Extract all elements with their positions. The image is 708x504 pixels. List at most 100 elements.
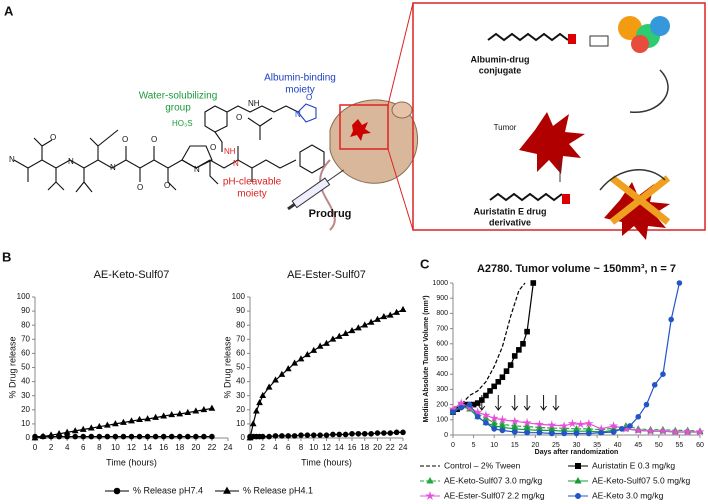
point xyxy=(144,415,151,422)
label: Water-solubilizing xyxy=(139,91,218,102)
point xyxy=(695,427,705,436)
x-axis-label: Time (hours) xyxy=(106,457,157,467)
y-tick-label: 50 xyxy=(21,363,30,372)
y-tick-label: 60 xyxy=(21,349,30,358)
y-tick-label: 20 xyxy=(236,405,245,414)
point xyxy=(510,416,520,426)
point xyxy=(559,421,569,430)
x-tick-label: 40 xyxy=(614,442,622,449)
legend-marker xyxy=(113,487,121,495)
point xyxy=(651,382,658,388)
point xyxy=(627,423,633,429)
point xyxy=(193,433,199,440)
point xyxy=(279,433,285,439)
y-tick-label: 90 xyxy=(21,306,30,315)
point xyxy=(635,413,642,420)
point xyxy=(400,429,406,436)
point xyxy=(285,433,292,439)
series-line xyxy=(452,282,680,435)
x-tick-label: 22 xyxy=(386,443,395,452)
x-tick-label: 10 xyxy=(309,443,318,452)
point xyxy=(524,429,530,436)
point xyxy=(184,433,191,440)
x-tick-label: 35 xyxy=(593,442,601,449)
x-tick-label: 24 xyxy=(399,443,408,452)
y-tick-label: 70 xyxy=(236,334,245,343)
point xyxy=(259,391,267,399)
point xyxy=(495,379,502,385)
atom: O xyxy=(164,181,170,190)
x-tick-label: 55 xyxy=(676,442,684,449)
point xyxy=(458,404,465,411)
point xyxy=(633,425,643,435)
atom: HO₃S xyxy=(172,119,193,128)
point xyxy=(381,430,387,436)
point xyxy=(374,430,381,436)
point xyxy=(618,426,625,432)
x-tick-label: 14 xyxy=(335,443,344,452)
point xyxy=(342,329,350,336)
x-axis-label: Days after randomization xyxy=(535,449,619,456)
point xyxy=(201,433,207,440)
point xyxy=(549,430,555,437)
legend-label: AE-Keto 3.0 mg/kg xyxy=(592,490,664,500)
point xyxy=(144,433,151,440)
point xyxy=(511,353,518,359)
x-tick-label: 12 xyxy=(322,443,331,452)
x-tick-label: 2 xyxy=(49,443,54,452)
legend-label: Auristatin E 0.3 mg/kg xyxy=(592,460,675,470)
x-tick-label: 20 xyxy=(373,443,382,452)
point xyxy=(516,347,522,353)
point xyxy=(481,410,491,420)
series-line xyxy=(452,403,701,432)
point xyxy=(368,430,374,437)
label: Prodrug xyxy=(309,208,352,220)
point xyxy=(192,407,200,414)
point xyxy=(252,407,260,414)
x-tick-label: 50 xyxy=(655,442,663,449)
point xyxy=(265,383,273,390)
dose-arrow-head xyxy=(511,405,519,411)
point xyxy=(348,327,356,334)
point xyxy=(676,280,683,286)
label: Albumin-drug xyxy=(471,54,530,64)
x-tick-label: 15 xyxy=(511,442,519,449)
point xyxy=(491,426,497,432)
atom: O xyxy=(236,113,242,122)
y-axis-label: Median Absolute Tumor Volume (mm³) xyxy=(423,295,430,422)
point xyxy=(522,417,532,427)
x-axis-label: Time (hours) xyxy=(301,457,352,467)
atom: N xyxy=(194,165,200,174)
point xyxy=(584,418,594,428)
point xyxy=(63,428,71,435)
point xyxy=(499,374,506,381)
y-tick-label: 700 xyxy=(436,325,448,332)
x-tick-label: 25 xyxy=(552,442,560,449)
point xyxy=(487,388,493,394)
point xyxy=(112,420,119,427)
point xyxy=(483,420,489,426)
point xyxy=(209,433,215,440)
point xyxy=(336,431,343,438)
point xyxy=(361,321,369,328)
point xyxy=(168,433,175,440)
point xyxy=(367,318,375,325)
dose-arrow-head xyxy=(494,405,502,411)
chart-title: A2780. Tumor volume ~ 150mm³, n = 7 xyxy=(477,263,676,275)
atom: NH xyxy=(248,99,260,108)
point xyxy=(474,413,481,420)
y-tick-label: 100 xyxy=(17,292,31,301)
chart-title: AE-Keto-Sulf07 xyxy=(94,269,170,281)
point xyxy=(573,430,580,437)
dose-arrow-head xyxy=(552,405,560,411)
point xyxy=(103,421,111,428)
point xyxy=(567,418,577,428)
point xyxy=(450,409,456,416)
point xyxy=(323,432,330,438)
point xyxy=(152,433,159,440)
point xyxy=(536,429,543,436)
x-tick-label: 8 xyxy=(97,443,102,452)
point xyxy=(598,429,605,436)
legend-marker xyxy=(426,476,434,484)
label: moiety xyxy=(237,189,266,200)
